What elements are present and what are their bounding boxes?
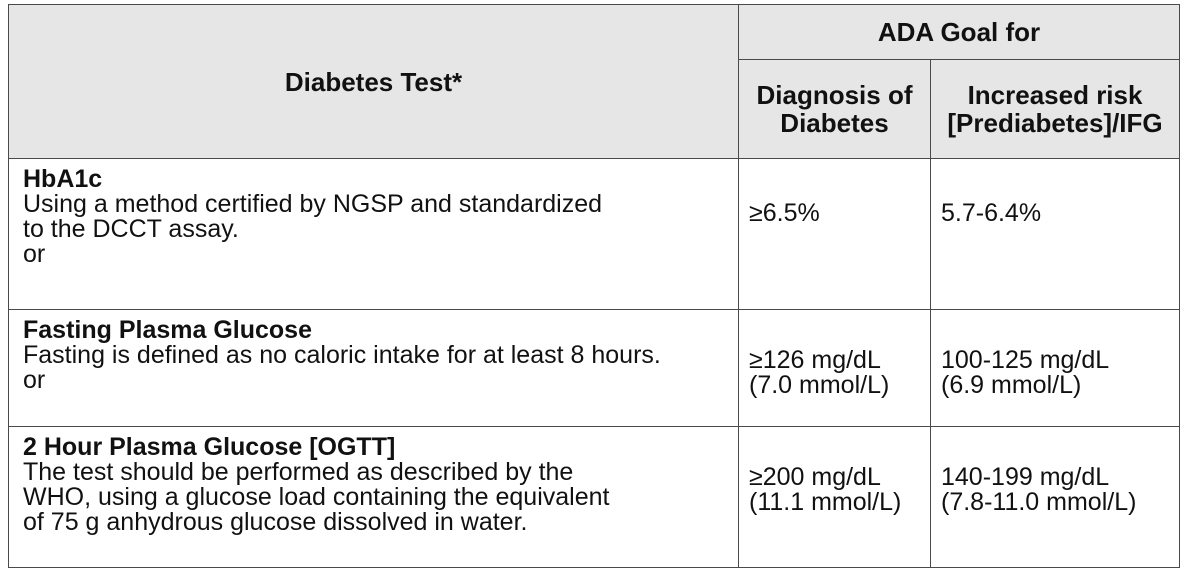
header-diagnosis-label: Diagnosis of Diabetes [756,80,913,138]
diagnosis-cell: ≥200 mg/dL (11.1 mmol/L) [738,426,931,568]
diagnosis-value: ≥126 mg/dL (7.0 mmol/L) [749,346,890,399]
header-increased-risk: Increased risk [Prediabetes]/IFG [929,59,1181,159]
risk-value: 100-125 mg/dL (6.9 mmol/L) [941,346,1110,399]
header-diagnosis: Diagnosis of Diabetes [738,59,931,159]
diagnosis-value: ≥6.5% [749,199,820,227]
test-name: 2 Hour Plasma Glucose [OGTT] [23,433,396,461]
table-row-fasting-plasma-glucose: Fasting Plasma Glucose Fasting is define… [8,309,1181,427]
diagnosis-cell: ≥6.5% [738,158,931,310]
risk-cell: 140-199 mg/dL (7.8-11.0 mmol/L) [929,426,1181,568]
risk-value: 5.7-6.4% [941,199,1042,227]
header-increased-risk-label: Increased risk [Prediabetes]/IFG [947,80,1163,138]
risk-cell: 5.7-6.4% [929,158,1181,310]
diabetes-criteria-table-container: Diabetes Test* ADA Goal for Diagnosis of… [8,4,1181,568]
test-connector: or [23,240,46,268]
header-ada-goal: ADA Goal for [737,4,1181,60]
test-description: The test should be performed as describe… [23,458,610,536]
risk-value: 140-199 mg/dL (7.8-11.0 mmol/L) [941,463,1137,516]
test-description: Fasting is defined as no caloric intake … [23,341,661,369]
test-description: Using a method certified by NGSP and sta… [23,190,603,243]
test-cell: Fasting Plasma Glucose Fasting is define… [8,309,739,427]
diagnosis-value: ≥200 mg/dL (11.1 mmol/L) [749,463,902,516]
test-cell: 2 Hour Plasma Glucose [OGTT] The test sh… [8,426,739,568]
risk-cell: 100-125 mg/dL (6.9 mmol/L) [929,309,1181,427]
test-name: Fasting Plasma Glucose [23,316,312,344]
table-row-hba1c: HbA1c Using a method certified by NGSP a… [8,158,1181,310]
test-connector: or [23,366,46,394]
diabetes-criteria-table: Diabetes Test* ADA Goal for Diagnosis of… [8,4,1181,568]
test-cell: HbA1c Using a method certified by NGSP a… [8,158,739,310]
test-name: HbA1c [23,165,103,193]
header-diabetes-test: Diabetes Test* [8,4,739,159]
diagnosis-cell: ≥126 mg/dL (7.0 mmol/L) [738,309,931,427]
table-row-2-hour-plasma-glucose: 2 Hour Plasma Glucose [OGTT] The test sh… [8,426,1181,568]
